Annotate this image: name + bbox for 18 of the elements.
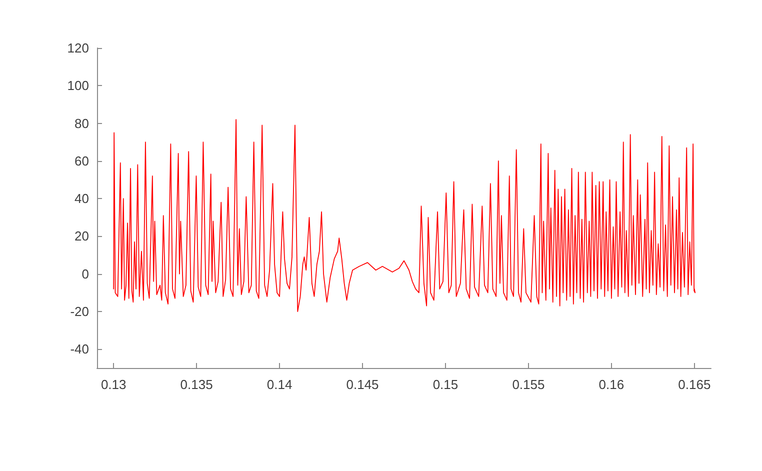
y-tick-label: 20 — [74, 228, 89, 244]
y-tick-label: -40 — [70, 342, 89, 357]
y-tick-label: 60 — [74, 153, 89, 168]
y-tick-label: 120 — [67, 40, 89, 56]
x-tick-label: 0.14 — [266, 377, 292, 392]
y-tick-label: 100 — [67, 78, 89, 94]
y-tick-label: 40 — [74, 191, 89, 206]
x-tick-label: 0.155 — [512, 377, 545, 392]
x-tick-label: 0.145 — [346, 377, 379, 392]
y-tick-label: 0 — [82, 266, 89, 282]
line-series — [113, 119, 696, 312]
y-tick-label: -20 — [70, 304, 89, 320]
x-tick-label: 0.13 — [100, 377, 126, 392]
x-tick-label: 0.16 — [598, 377, 624, 392]
x-tick-label: 0.15 — [432, 377, 458, 392]
y-tick-label: 80 — [74, 116, 89, 131]
x-tick-label: 0.135 — [180, 377, 213, 392]
x-tick-label: 0.165 — [678, 377, 711, 392]
